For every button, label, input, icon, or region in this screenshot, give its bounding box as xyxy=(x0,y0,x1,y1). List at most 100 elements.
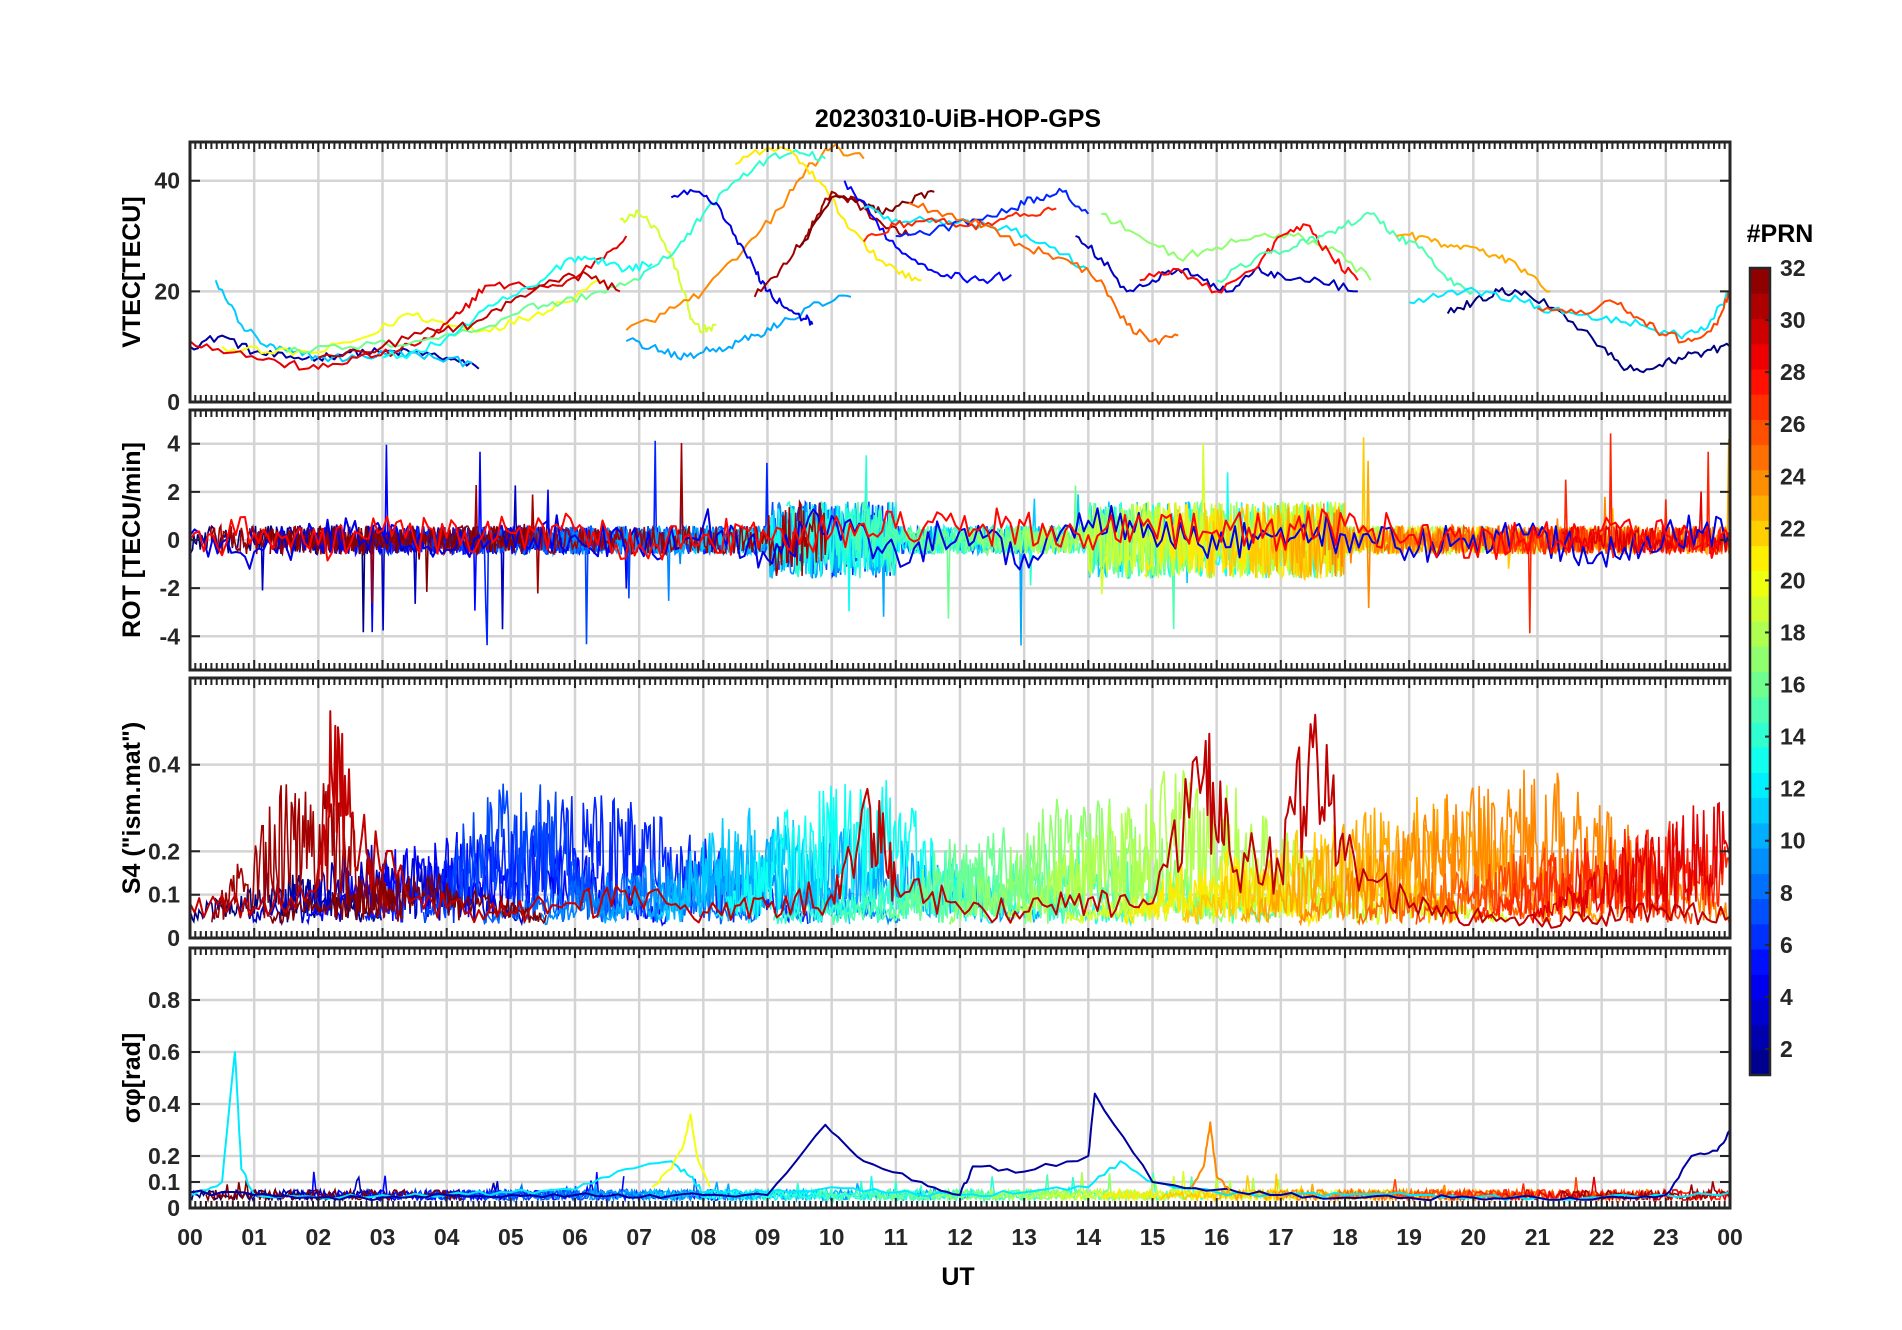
y-tick-label: 0.1 xyxy=(148,1169,180,1195)
x-tick-label: 10 xyxy=(819,1224,845,1250)
x-tick-label: 04 xyxy=(434,1224,460,1250)
x-tick-label: 03 xyxy=(370,1224,396,1250)
x-tick-label: 09 xyxy=(755,1224,781,1250)
colorbar-segment xyxy=(1750,848,1770,874)
vtec-series-prn-1 xyxy=(1446,287,1730,374)
sigma-trace-prn-11 xyxy=(646,1187,841,1203)
x-tick-label: 07 xyxy=(626,1224,652,1250)
colorbar-tick-label: 30 xyxy=(1780,307,1806,333)
y-axis-label-sigma_phi: σφ[rad] xyxy=(118,1033,146,1124)
colorbar-tick-label: 10 xyxy=(1780,828,1806,854)
x-tick-label: 00 xyxy=(177,1224,203,1250)
vtec-series-prn-17 xyxy=(1101,212,1372,281)
colorbar-tick-label: 12 xyxy=(1780,776,1806,802)
colorbar-segment xyxy=(1750,343,1770,370)
x-tick-label: 18 xyxy=(1332,1224,1358,1250)
colorbar-segment xyxy=(1750,545,1770,572)
vtec-series-prn-14 xyxy=(638,149,826,281)
y-tick-label: 0.2 xyxy=(148,1143,180,1169)
vtec-series-prn-16 xyxy=(285,277,640,354)
colorbar-tick-label: 24 xyxy=(1780,463,1806,489)
vtec-series-prn-20 xyxy=(221,279,601,356)
colorbar-segment xyxy=(1750,1024,1770,1051)
colorbar-segment xyxy=(1750,822,1770,849)
y-tick-label: 0 xyxy=(167,925,180,951)
rot-trace-prn-29 xyxy=(1561,491,1730,555)
vtec-series-prn-26 xyxy=(1536,290,1730,344)
colorbar-segment xyxy=(1750,621,1770,647)
x-tick-label: 16 xyxy=(1204,1224,1230,1250)
colorbar-frame xyxy=(1748,266,1772,1077)
series-group-vtec xyxy=(190,143,1730,374)
rot-trace-prn-3 xyxy=(248,485,597,631)
series-group-sigma_phi xyxy=(190,1051,1730,1204)
y-tick-label: 0.4 xyxy=(148,752,180,778)
sigma_phi-series-prn-20 xyxy=(651,1113,711,1188)
tick-marks xyxy=(189,678,1731,939)
sigma_phi-series-prn-24 xyxy=(1190,1121,1231,1191)
series-group-rot xyxy=(190,433,1730,646)
y-tick-label: 0.6 xyxy=(148,1039,180,1065)
colorbar-segment xyxy=(1750,696,1770,723)
s4-trace-prn-18 xyxy=(1006,769,1368,924)
colorbar-segment xyxy=(1750,570,1770,597)
rot-trace-prn-27 xyxy=(1502,433,1730,634)
colorbar-segment xyxy=(1750,898,1770,925)
x-tick-label: 00 xyxy=(1717,1224,1743,1250)
x-tick-label: 19 xyxy=(1396,1224,1422,1250)
vtec-series-prn-12 xyxy=(863,205,1089,271)
vtec-series-prn-4 xyxy=(670,188,814,326)
x-tick-label: 01 xyxy=(241,1224,267,1250)
colorbar-tick-label: 20 xyxy=(1780,567,1806,593)
y-axis-label-s4: S4 ("ism.mat") xyxy=(118,722,146,894)
vtec-series-prn-28 xyxy=(1139,223,1359,294)
x-tick-label: 13 xyxy=(1011,1224,1037,1250)
colorbar-tick-label: 2 xyxy=(1780,1036,1793,1062)
x-tick-label: 11 xyxy=(884,1224,909,1250)
y-tick-label: 0 xyxy=(167,527,180,553)
sigma_phi-series-prn-2 xyxy=(190,1092,1730,1202)
vtec-series-prn-19 xyxy=(619,209,717,334)
vtec-series-prn-30 xyxy=(317,270,621,359)
ticks-s4 xyxy=(189,678,1731,939)
vtec-series-prn-5 xyxy=(843,180,1012,285)
colorbar-segment xyxy=(1750,444,1770,471)
vtec-series-prn-10 xyxy=(625,294,852,361)
y-tick-label: 20 xyxy=(154,278,180,304)
s4-series-prn-30 xyxy=(190,710,1730,929)
x-axis-label: UT xyxy=(941,1263,974,1291)
vtec-series-prn-32 xyxy=(798,190,935,248)
y-tick-label: 0.1 xyxy=(148,882,180,908)
vtec-series-prn-25 xyxy=(908,201,1179,345)
x-tick-label: 20 xyxy=(1461,1224,1487,1250)
series-group-s4 xyxy=(190,710,1730,929)
colorbar-tick-label: 22 xyxy=(1780,515,1806,541)
x-tick-label: 08 xyxy=(691,1224,717,1250)
y-tick-label: 4 xyxy=(167,431,180,457)
colorbar-segment xyxy=(1750,974,1770,1000)
x-tick-label: 23 xyxy=(1653,1224,1679,1250)
colorbar-segment xyxy=(1750,772,1770,799)
vtec-series-prn-23 xyxy=(1396,231,1551,293)
y-tick-label: 0 xyxy=(167,389,180,415)
x-tick-label: 12 xyxy=(947,1224,973,1250)
colorbar-segment xyxy=(1750,747,1770,773)
tick-marks xyxy=(189,948,1731,1209)
colorbar-segment xyxy=(1750,1049,1770,1076)
x-tick-label: 06 xyxy=(562,1224,588,1250)
colorbar-tick-label: 18 xyxy=(1780,619,1806,645)
rot-trace-prn-7 xyxy=(427,501,1046,645)
vtec-series-prn-3 xyxy=(1075,235,1358,293)
y-tick-label: 40 xyxy=(154,168,180,194)
colorbar-segment xyxy=(1750,268,1770,294)
s4-trace-prn-29 xyxy=(1532,801,1730,924)
colorbar-segment xyxy=(1750,368,1770,395)
vtec-series-prn-6 xyxy=(895,187,1090,238)
colorbar-segment xyxy=(1750,469,1770,496)
y-axis-label-vtec: VTEC[TECU] xyxy=(118,196,146,347)
vtec-series-prn-29 xyxy=(190,235,628,371)
y-tick-label: -4 xyxy=(160,623,181,649)
